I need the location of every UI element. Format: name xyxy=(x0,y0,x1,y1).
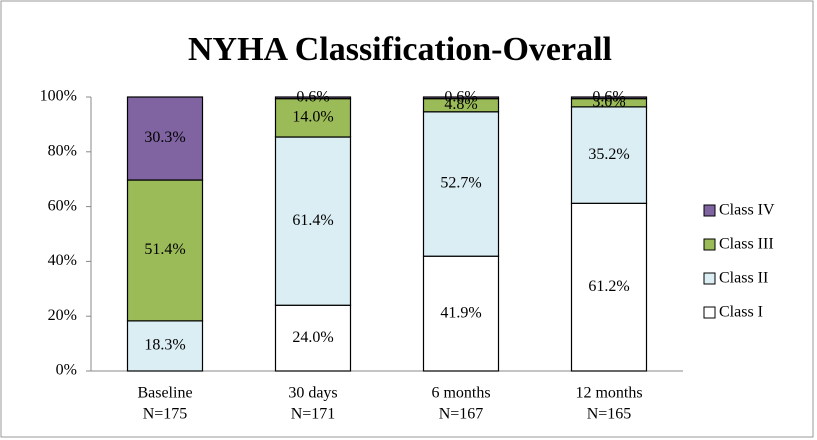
bar-segment xyxy=(422,96,500,100)
legend-swatch xyxy=(703,272,716,285)
data-label: 18.3% xyxy=(144,337,185,354)
legend-label: Class II xyxy=(719,270,768,287)
data-label: 30.3% xyxy=(144,129,185,146)
bar-segment xyxy=(422,255,500,372)
data-label: 0.6% xyxy=(296,88,329,105)
bar-segment xyxy=(570,202,648,372)
legend-label: Class III xyxy=(719,236,774,253)
bar-segment xyxy=(126,96,204,181)
y-tick-label: 60% xyxy=(48,197,77,214)
legend-swatch xyxy=(703,238,716,251)
bar-segment xyxy=(422,111,500,257)
bar-segment xyxy=(570,106,648,204)
legend-swatch xyxy=(703,306,716,319)
data-label: 35.2% xyxy=(588,146,629,163)
y-tick-label: 0% xyxy=(56,362,77,379)
data-label: 51.4% xyxy=(144,241,185,258)
data-label: 61.4% xyxy=(292,212,333,229)
x-tick-label: 12 months xyxy=(575,385,642,402)
x-tick-label: N=167 xyxy=(439,406,484,423)
x-tick-label: N=165 xyxy=(587,406,632,423)
bar-segment xyxy=(126,320,204,372)
x-tick-label: 30 days xyxy=(288,385,337,402)
data-label: 0.6% xyxy=(444,88,477,105)
bar-segment xyxy=(570,96,648,100)
data-label: 41.9% xyxy=(440,304,481,321)
legend-label: Class IV xyxy=(719,202,775,219)
data-label: 14.0% xyxy=(292,108,333,125)
legend-swatch xyxy=(703,204,716,217)
bar-segment xyxy=(274,304,352,372)
data-label: 4.8% xyxy=(444,96,477,113)
data-label: 61.2% xyxy=(588,278,629,295)
x-tick-label: Baseline xyxy=(137,385,192,402)
x-tick-label: N=171 xyxy=(291,406,336,423)
y-tick-label: 40% xyxy=(48,252,77,269)
y-tick-label: 100% xyxy=(40,88,77,105)
data-label: 52.7% xyxy=(440,175,481,192)
bar-segment xyxy=(126,179,204,322)
data-label: 0.6% xyxy=(592,88,625,105)
y-tick-label: 20% xyxy=(48,307,77,324)
data-label: 24.0% xyxy=(292,329,333,346)
x-tick-label: 6 months xyxy=(431,385,490,402)
chart-title: NYHA Classification-Overall xyxy=(188,31,612,68)
y-tick-label: 80% xyxy=(48,142,77,159)
legend-label: Class I xyxy=(719,304,763,321)
bar-segment xyxy=(274,96,352,100)
x-tick-label: N=175 xyxy=(143,406,188,423)
